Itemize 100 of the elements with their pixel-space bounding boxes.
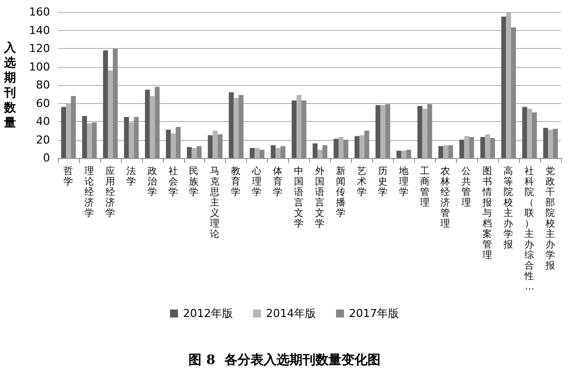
x-tick-label: 理论经济学: [84, 166, 94, 219]
bar: [490, 138, 495, 158]
bar: [422, 108, 428, 158]
y-tick-label: 120: [29, 42, 50, 55]
bar: [364, 130, 370, 158]
category-label: 图书情报与档案管理: [482, 166, 493, 261]
x-tick-label: 公共管理: [462, 164, 472, 208]
bar: [92, 122, 97, 158]
bar: [270, 145, 276, 158]
bar: [280, 146, 286, 158]
x-tick-label: 社会学: [168, 164, 178, 198]
bar: [234, 98, 239, 158]
x-tick-label: 应用经济学: [105, 164, 116, 219]
category-label: 党政干部院校主办学报: [546, 166, 556, 272]
bar: [522, 106, 528, 158]
bar: [469, 137, 474, 158]
bar: [552, 128, 558, 158]
x-tick-label: 马克思主义理论: [209, 166, 220, 240]
x-tick-label: 外国语言文学: [314, 166, 325, 230]
bar: [501, 16, 506, 158]
x-tick-label: 哲学: [63, 164, 74, 188]
bar: [124, 116, 129, 158]
y-tick-label: 140: [29, 24, 50, 37]
bar: [238, 95, 244, 158]
bar: [276, 148, 281, 158]
bar: [448, 145, 454, 158]
bar: [396, 150, 402, 158]
bar: [108, 70, 113, 158]
bar: [376, 105, 380, 158]
x-tick-label: 政治学: [147, 166, 158, 198]
bar: [354, 136, 360, 158]
bar: [343, 140, 348, 158]
y-tick-label: 160: [29, 6, 50, 18]
bar: [485, 134, 490, 158]
y-tick-label: 80: [36, 78, 50, 92]
bar: [459, 140, 464, 158]
x-tick-label: 工商管理: [420, 166, 430, 208]
y-tick-label: 40: [36, 115, 50, 128]
bar: [464, 136, 470, 158]
text: 图 8 各分表入选期刊数量变化图: [188, 352, 380, 368]
x-tick-label: 艺术学: [356, 164, 367, 198]
bar: [359, 135, 364, 158]
bar: [254, 148, 260, 158]
bar: [192, 148, 197, 158]
bar: [166, 130, 171, 158]
bar: [196, 146, 202, 158]
y-tick-label: 20: [36, 133, 50, 146]
bar: [154, 86, 160, 158]
x-tick-label: 民族学: [189, 166, 200, 198]
bar: [218, 134, 223, 158]
bar: [385, 104, 390, 158]
bar: [543, 128, 548, 158]
bar: [212, 130, 218, 158]
y-axis-title: 入选期刊数量: [3, 40, 17, 130]
bar: [292, 100, 297, 158]
bar: [144, 90, 150, 158]
x-tick-label: 高等院校主办学报: [502, 164, 514, 250]
bar: [401, 150, 406, 158]
x-tick-label: 地理学: [398, 164, 409, 198]
bar: [170, 133, 176, 158]
bar: [260, 150, 264, 158]
y-tick-label: 60: [36, 96, 50, 110]
bar: [548, 130, 553, 158]
bar: [296, 95, 302, 158]
legend-label: 2017年版: [348, 307, 399, 320]
bar: [176, 126, 181, 158]
bar: [186, 147, 192, 158]
bar: [318, 150, 322, 158]
bar: [443, 145, 448, 158]
bar: [228, 92, 234, 158]
bar: [103, 50, 108, 158]
bar: [427, 104, 432, 158]
bar: [438, 146, 444, 158]
bar: [150, 96, 155, 158]
bar: [322, 145, 328, 158]
bar: [301, 100, 306, 158]
bar: [480, 137, 486, 158]
y-tick-label: 100: [29, 60, 50, 74]
x-tick-label: 教育学: [231, 166, 242, 198]
x-tick-label: 法学: [126, 164, 136, 188]
bar: [70, 96, 76, 158]
x-tick-label: 农林经济管理: [440, 166, 451, 230]
x-tick-label: 心理学: [251, 164, 262, 198]
x-tick-label: 体育学: [273, 164, 284, 198]
bar: [112, 48, 118, 158]
bar: [511, 28, 516, 158]
bar: [61, 106, 66, 158]
y-tick-label: 0: [43, 152, 50, 164]
legend-label: 2014年版: [266, 307, 316, 320]
bar: [527, 108, 532, 158]
legend-label: 2012年版: [183, 307, 234, 320]
bar: [250, 148, 255, 158]
bar: [208, 135, 213, 158]
bar: [82, 116, 87, 158]
bar: [312, 143, 318, 158]
bar: [532, 112, 537, 158]
bar: [338, 137, 344, 158]
x-tick-label: 历史学: [378, 166, 388, 198]
bar: [417, 106, 422, 158]
x-tick-label: 新闻传播学: [336, 164, 346, 219]
